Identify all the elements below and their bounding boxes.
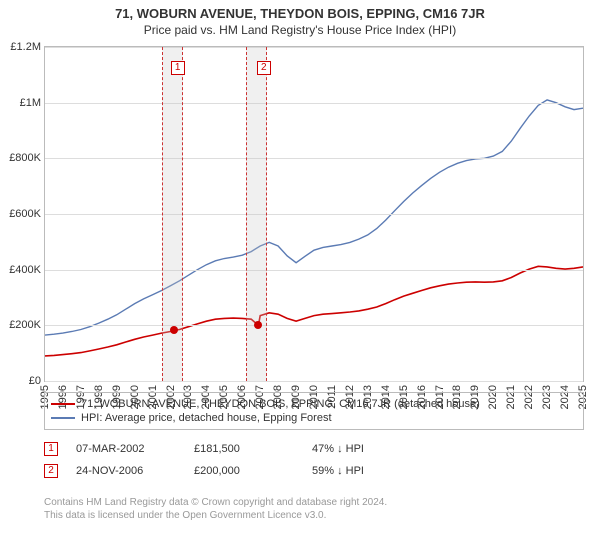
y-tick-label: £200K bbox=[9, 319, 41, 331]
sale-note-index: 1 bbox=[44, 442, 58, 456]
sale-note-row: 1 07-MAR-2002 £181,500 47% ↓ HPI bbox=[44, 438, 584, 460]
sale-note-date: 24-NOV-2006 bbox=[76, 465, 176, 477]
legend-label: 71, WOBURN AVENUE, THEYDON BOIS, EPPING,… bbox=[81, 398, 480, 410]
credits-line-1: Contains HM Land Registry data © Crown c… bbox=[44, 496, 584, 509]
sale-note-delta: 59% ↓ HPI bbox=[312, 465, 412, 477]
chart-title-address: 71, WOBURN AVENUE, THEYDON BOIS, EPPING,… bbox=[0, 0, 600, 21]
chart-subtitle: Price paid vs. HM Land Registry's House … bbox=[0, 21, 600, 41]
grid-line-h bbox=[45, 158, 583, 159]
grid-line-h bbox=[45, 270, 583, 271]
grid-line-h bbox=[45, 381, 583, 382]
legend-row: 71, WOBURN AVENUE, THEYDON BOIS, EPPING,… bbox=[51, 397, 577, 411]
y-tick-label: £600K bbox=[9, 208, 41, 220]
credits-text: Contains HM Land Registry data © Crown c… bbox=[44, 496, 584, 522]
series-line bbox=[45, 100, 583, 335]
legend-swatch bbox=[51, 417, 75, 419]
legend: 71, WOBURN AVENUE, THEYDON BOIS, EPPING,… bbox=[44, 392, 584, 430]
sale-marker-label: 2 bbox=[257, 61, 271, 75]
y-tick-label: £800K bbox=[9, 152, 41, 164]
sale-note-date: 07-MAR-2002 bbox=[76, 443, 176, 455]
legend-label: HPI: Average price, detached house, Eppi… bbox=[81, 412, 332, 424]
y-tick-label: £1.2M bbox=[10, 41, 41, 53]
grid-line-h bbox=[45, 214, 583, 215]
sale-note-price: £181,500 bbox=[194, 443, 294, 455]
sale-note-index: 2 bbox=[44, 464, 58, 478]
series-line bbox=[45, 266, 583, 356]
sale-marker-label: 1 bbox=[171, 61, 185, 75]
chart-container: 71, WOBURN AVENUE, THEYDON BOIS, EPPING,… bbox=[0, 0, 600, 560]
credits-line-2: This data is licensed under the Open Gov… bbox=[44, 509, 584, 522]
y-tick-label: £1M bbox=[20, 97, 41, 109]
sale-window-band bbox=[246, 47, 268, 381]
y-tick-label: £400K bbox=[9, 264, 41, 276]
sale-point-marker bbox=[170, 326, 178, 334]
grid-line-h bbox=[45, 103, 583, 104]
sale-note-price: £200,000 bbox=[194, 465, 294, 477]
plot-area: £0£200K£400K£600K£800K£1M£1.2M1995199619… bbox=[44, 46, 584, 382]
legend-swatch bbox=[51, 403, 75, 405]
legend-row: HPI: Average price, detached house, Eppi… bbox=[51, 411, 577, 425]
grid-line-h bbox=[45, 47, 583, 48]
grid-line-h bbox=[45, 325, 583, 326]
sale-notes: 1 07-MAR-2002 £181,500 47% ↓ HPI 2 24-NOV-200… bbox=[44, 438, 584, 482]
sale-note-delta: 47% ↓ HPI bbox=[312, 443, 412, 455]
sale-note-row: 2 24-NOV-2006 £200,000 59% ↓ HPI bbox=[44, 460, 584, 482]
sale-point-marker bbox=[254, 321, 262, 329]
